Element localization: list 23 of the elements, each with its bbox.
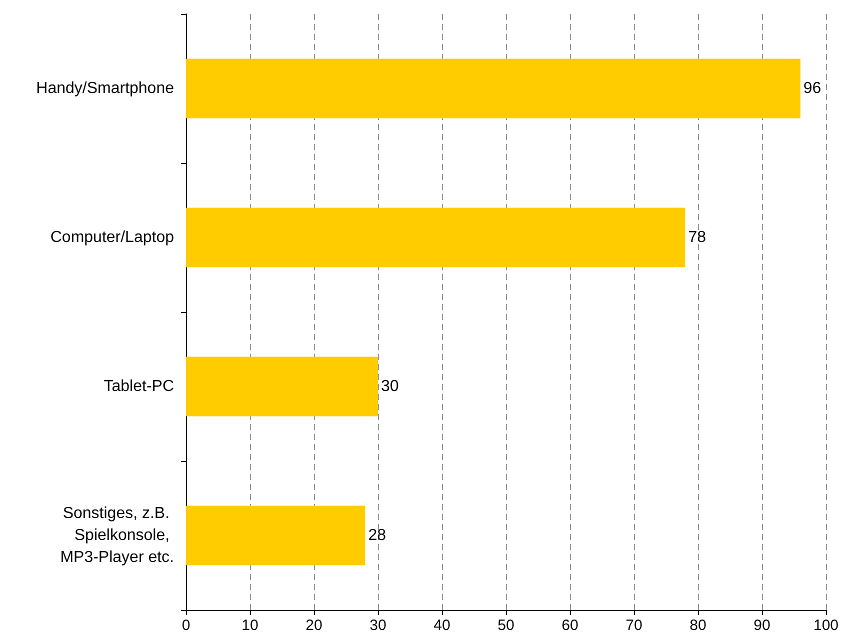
- x-tick-label: 40: [434, 617, 450, 634]
- y-tick-label: Sonstiges, z.B. Spielkonsole, MP3-Player etc.: [60, 505, 174, 566]
- x-tick-label: 10: [242, 617, 258, 634]
- y-tick-label: Computer/Laptop: [50, 229, 174, 246]
- x-tick-label: 70: [626, 617, 642, 634]
- data-label: 28: [368, 527, 386, 544]
- x-tick-label: 80: [690, 617, 706, 634]
- x-tick-label: 60: [562, 617, 578, 634]
- x-tick-label: 100: [813, 617, 839, 634]
- data-label: 78: [688, 229, 706, 246]
- data-label: 96: [803, 80, 822, 97]
- x-tick-label: 50: [498, 617, 514, 634]
- x-tick-label: 20: [306, 617, 322, 634]
- y-tick-label: Handy/Smartphone: [36, 80, 174, 97]
- bar: [186, 208, 686, 268]
- y-tick-label: Tablet-PC: [104, 378, 174, 395]
- bar: [186, 356, 378, 416]
- x-tick-label: 30: [370, 617, 386, 634]
- x-tick-label: 90: [754, 617, 770, 634]
- data-label: 30: [381, 378, 399, 395]
- bar: [186, 506, 366, 566]
- bar: [186, 58, 800, 118]
- x-tick-label: 0: [182, 617, 190, 634]
